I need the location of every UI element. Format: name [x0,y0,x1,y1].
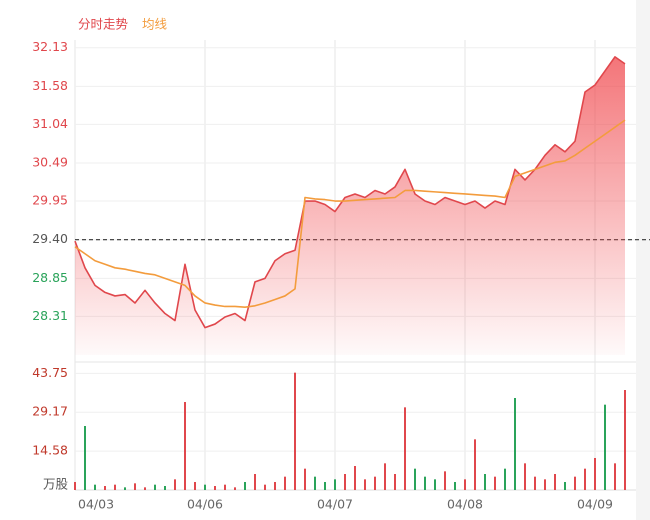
volume-bar [374,476,376,490]
volume-bar [544,479,546,490]
volume-bar [464,479,466,490]
volume-bar [154,484,156,490]
vol-tick-label: 29.17 [32,404,68,419]
y-tick-label: 31.04 [32,116,68,131]
volume-bar [74,482,76,490]
y-tick-label: 30.49 [32,155,68,170]
volume-bar [344,474,346,490]
volume-bar [434,479,436,490]
y-tick-label: 29.40 [32,231,68,246]
volume-bar [494,476,496,490]
volume-bar [194,482,196,490]
legend: 分时走势 均线 [78,17,168,32]
volume-bar [584,468,586,490]
volume-bar [324,482,326,490]
volume-bar [294,372,296,490]
volume-bar [524,463,526,490]
volume-bar [184,402,186,490]
volume-bar [234,487,236,490]
y-tick-label: 28.31 [32,308,68,323]
volume-bar [444,471,446,490]
x-tick-label: 04/09 [577,497,613,512]
volume-bar [504,468,506,490]
volume-bar [284,476,286,490]
volume-bar [484,474,486,490]
price-line [74,56,626,329]
volume-bar [134,483,136,490]
volume-bar [364,479,366,490]
price-area [75,56,625,355]
volume-bar [244,482,246,490]
volume-bar [104,486,106,490]
legend-item: 均线 [142,17,168,32]
volume-bar [574,476,576,490]
y-tick-label: 32.13 [32,39,68,54]
volume-bar [414,468,416,490]
x-tick-label: 04/06 [187,497,223,512]
volume-bar [164,486,166,490]
volume-bar [224,484,226,490]
volume-bar [94,484,96,490]
vol-tick-label: 43.75 [32,365,68,380]
volume-bar [314,476,316,490]
volume-bar [84,426,86,490]
volume-bar [204,484,206,490]
scroll-edge [636,0,650,520]
volume-bar [534,476,536,490]
volume-bar [144,487,146,490]
volume-bar [274,482,276,490]
volume-bar [594,458,596,490]
volume-bar [404,407,406,490]
volume-bar [114,484,116,490]
volume-bar [514,398,516,490]
volume-bar [604,404,606,490]
x-tick-label: 04/03 [78,497,114,512]
volume-bar [384,463,386,490]
volume-bar [554,474,556,490]
volume-bar [124,487,126,490]
y-tick-label: 29.95 [32,193,68,208]
average-line [74,119,626,308]
volume-bar [214,486,216,490]
y-tick-label: 28.85 [32,270,68,285]
volume-bar [424,476,426,490]
x-tick-label: 04/07 [317,497,353,512]
volume-bar [254,474,256,490]
volume-bar [474,439,476,490]
volume-bar [354,466,356,490]
vol-tick-label: 14.58 [32,443,68,458]
legend-item: 分时走势 [78,17,129,32]
y-tick-label: 31.58 [32,78,68,93]
x-tick-label: 04/08 [447,497,483,512]
volume-bar [304,468,306,490]
volume-bar [614,463,616,490]
volume-bar [174,479,176,490]
volume-bar [564,482,566,490]
volume-bar [264,484,266,490]
volume-bar [624,390,626,490]
vol-unit: 万股 [43,477,69,492]
volume-bar [454,482,456,490]
volume-bar [394,474,396,490]
volume-bar [334,479,336,490]
